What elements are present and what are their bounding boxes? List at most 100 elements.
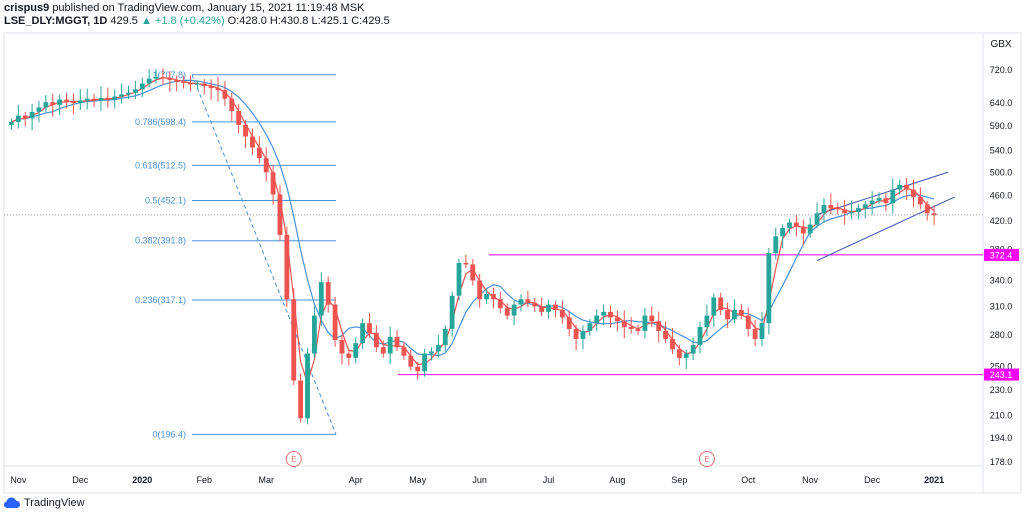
candle-body-115: [800, 226, 806, 234]
candle-body-8: [64, 99, 69, 102]
candle-body-30: [215, 88, 221, 91]
candle-body-23: [167, 77, 173, 80]
price-tick-label-3: 540.0: [990, 146, 1013, 156]
candle-body-65: [456, 262, 462, 296]
time-tick-label-14: 2021: [924, 475, 944, 485]
candle-body-46: [325, 282, 331, 305]
candle-body-80: [559, 310, 565, 318]
candle-body-131: [911, 189, 916, 197]
candle-body-59: [415, 366, 421, 372]
candle-body-117: [814, 213, 820, 225]
candle-body-1: [15, 115, 21, 123]
level-price-label-1: 243.1: [990, 370, 1013, 380]
candle-body-93: [649, 315, 655, 322]
candle-body-67: [470, 264, 476, 281]
ohlc-values: O:428.0 H:430.8 L:425.1 C:429.5: [227, 15, 390, 27]
time-axis[interactable]: Nov Dec 2020 Feb Mar Apr May Jun Jul Aug Sep Oct Nov…: [10, 475, 944, 485]
candle-body-111: [773, 236, 779, 253]
earnings-marker-label-1: E: [704, 455, 709, 464]
time-tick-label-0: Nov: [10, 475, 27, 485]
candle-body-10: [77, 100, 83, 104]
candle-body-42: [298, 380, 304, 419]
candle-body-64: [449, 295, 455, 329]
candle-body-96: [670, 338, 675, 350]
fibonacci-retracement[interactable]: 1(707.8) 0.786(598.4) 0.618(512.5) 0.5(452.…: [135, 70, 337, 440]
earnings-marker-1[interactable]: [698, 451, 715, 467]
candle-body-81: [566, 317, 572, 329]
chart-border: [3, 32, 1022, 494]
price-tick-label-9: 310.0: [990, 301, 1013, 311]
fib-level-label-6: 0(196.4): [152, 429, 186, 439]
time-tick-label-3: Feb: [196, 475, 212, 485]
candle-body-55: [387, 336, 393, 354]
candle-body-40: [284, 234, 290, 300]
time-tick-label-11: Oct: [741, 475, 756, 485]
price-tick-label-1: 640.0: [990, 98, 1013, 108]
fib-level-label-5: 0.236(317.1): [135, 295, 186, 305]
currency-label: GBX: [990, 39, 1011, 50]
candle-body-88: [614, 317, 620, 322]
tradingview-logo[interactable]: TradingView: [4, 497, 85, 509]
candle-body-56: [394, 336, 400, 348]
candle-body-109: [759, 323, 765, 339]
candle-body-113: [787, 222, 792, 228]
candle-body-118: [821, 204, 827, 214]
candle-body-72: [504, 308, 510, 316]
candle-body-62: [435, 345, 441, 352]
candle-body-11: [84, 98, 90, 101]
candle-body-77: [539, 306, 545, 312]
fib-trend-line: [191, 74, 337, 435]
candle-body-53: [373, 332, 379, 348]
price-axis[interactable]: 720.0640.0590.0540.0500.0460.0420.0380.0…: [990, 65, 1013, 467]
fib-level-label-4: 0.382(391.8): [135, 236, 186, 246]
candle-body-119: [828, 204, 834, 209]
candle-body-112: [780, 227, 786, 237]
candle-body-27: [194, 83, 200, 85]
candle-body-120: [835, 208, 841, 210]
published-text: published on TradingView.com, January 15…: [52, 2, 365, 14]
last-price: 429.5: [110, 15, 138, 27]
candle-body-125: [869, 200, 875, 205]
candle-body-104: [725, 310, 730, 320]
candle-body-69: [484, 293, 489, 300]
symbol-name: LSE_DLY:MGGT, 1D: [4, 15, 108, 27]
price-change: ▲ +1.8 (+0.42%): [140, 15, 225, 27]
fib-level-label-2: 0.618(512.5): [135, 160, 186, 170]
candle-body-103: [718, 297, 724, 311]
candles: [9, 68, 937, 425]
candle-body-107: [745, 315, 751, 329]
price-tick-label-15: 178.0: [990, 457, 1013, 467]
time-tick-label-10: Sep: [671, 475, 687, 485]
candle-body-7: [57, 99, 63, 105]
candle-body-16: [119, 94, 125, 97]
candle-body-5: [43, 102, 49, 108]
horizontal-levels[interactable]: 372.4 243.1: [398, 248, 1019, 381]
candle-body-79: [553, 304, 558, 311]
time-tick-label-7: Jun: [472, 475, 487, 485]
candle-body-20: [146, 78, 152, 84]
candle-body-15: [112, 96, 118, 100]
candle-body-9: [71, 101, 76, 104]
candle-body-18: [132, 89, 138, 93]
time-tick-label-6: May: [409, 475, 427, 485]
candle-body-54: [380, 347, 386, 354]
candle-body-127: [883, 198, 889, 204]
author-name[interactable]: crispus9: [4, 2, 50, 14]
tradingview-cloud-icon: [4, 497, 20, 508]
candle-body-75: [525, 299, 531, 303]
candle-body-52: [367, 323, 372, 333]
candle-body-49: [346, 353, 352, 358]
price-tick-label-13: 210.0: [990, 411, 1013, 421]
candle-body-114: [794, 222, 799, 227]
candle-body-100: [697, 327, 703, 346]
candle-body-124: [862, 204, 868, 209]
price-tick-label-6: 420.0: [990, 216, 1013, 226]
candle-body-78: [546, 304, 551, 312]
earnings-marker-0[interactable]: [285, 451, 302, 467]
candle-body-126: [876, 198, 882, 201]
candle-body-28: [201, 83, 207, 87]
candle-body-105: [732, 310, 737, 320]
candle-body-133: [924, 204, 930, 214]
